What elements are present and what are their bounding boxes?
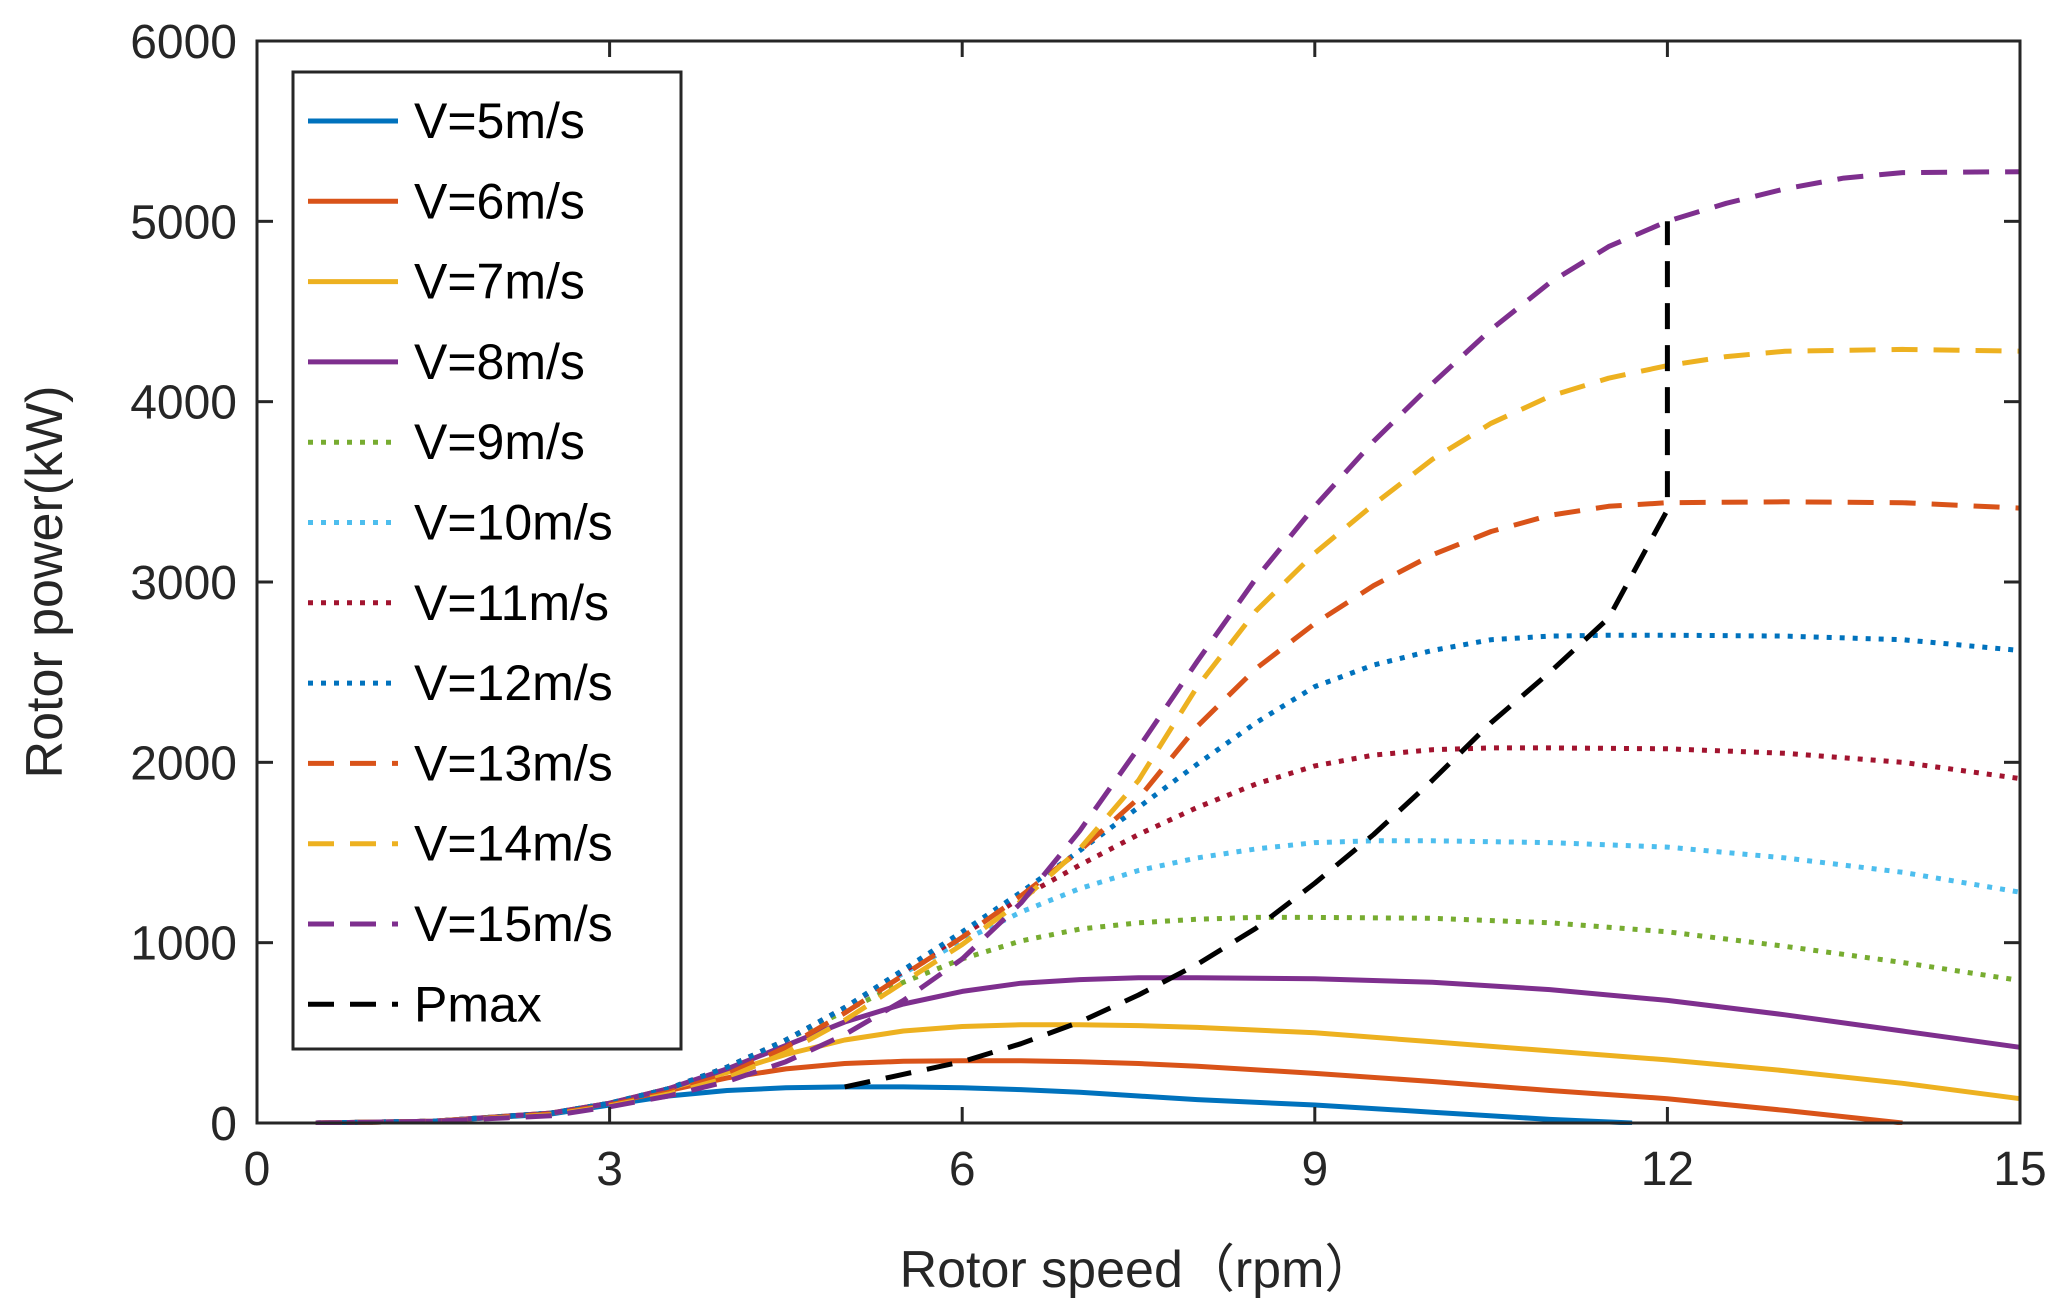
y-axis: 0 1000 2000 3000 4000 5000 6000: [130, 16, 2020, 1151]
series-line-v-14m-s: [315, 346, 2021, 1125]
legend-label: V=14m/s: [414, 816, 613, 872]
legend-box: [291, 70, 683, 1051]
legend-entries: V=5m/s V=6m/s V=7m/s V=8m/s V=9m/s V=10m/s V=1…: [308, 93, 613, 1032]
series-layer: [315, 169, 2021, 1125]
y-tick-label: 3000: [130, 557, 237, 610]
legend-label: V=15m/s: [414, 896, 613, 952]
series-line-pmax: [844, 221, 1670, 1090]
series-line-v-15m-s: [315, 169, 2021, 1125]
x-tick-label: 3: [596, 1143, 623, 1196]
legend-label: V=5m/s: [414, 93, 585, 149]
x-axis-title: Rotor speed（rpm）: [900, 1241, 1377, 1299]
x-tick-label: 6: [949, 1143, 976, 1196]
plot-area: [315, 169, 2021, 1125]
legend-label: Pmax: [414, 976, 542, 1032]
x-axis: 0 3 6 9 12 15: [244, 41, 2047, 1196]
legend-label: V=13m/s: [414, 735, 613, 791]
legend-label: V=10m/s: [414, 495, 613, 551]
legend-label: V=11m/s: [414, 575, 609, 631]
legend: V=5m/s V=6m/s V=7m/s V=8m/s V=9m/s V=10m/s V=1…: [291, 70, 683, 1051]
series-line-v-10m-s: [315, 838, 2021, 1125]
y-tick-label: 5000: [130, 196, 237, 249]
y-tick-label: 2000: [130, 737, 237, 790]
legend-label: V=12m/s: [414, 655, 613, 711]
x-tick-label: 0: [244, 1143, 271, 1196]
legend-label: V=6m/s: [414, 173, 585, 229]
y-tick-label: 1000: [130, 918, 237, 971]
legend-label: V=9m/s: [414, 414, 585, 470]
x-tick-label: 15: [1993, 1143, 2046, 1196]
y-axis-title: Rotor power(kW): [16, 386, 74, 779]
legend-label: V=7m/s: [414, 254, 585, 310]
y-tick-label: 4000: [130, 377, 237, 430]
legend-label: V=8m/s: [414, 334, 585, 390]
x-tick-label: 12: [1641, 1143, 1694, 1196]
y-tick-label: 0: [210, 1098, 237, 1151]
series-line-v-12m-s: [315, 632, 2021, 1125]
y-tick-label: 6000: [130, 16, 237, 69]
x-tick-label: 9: [1301, 1143, 1328, 1196]
